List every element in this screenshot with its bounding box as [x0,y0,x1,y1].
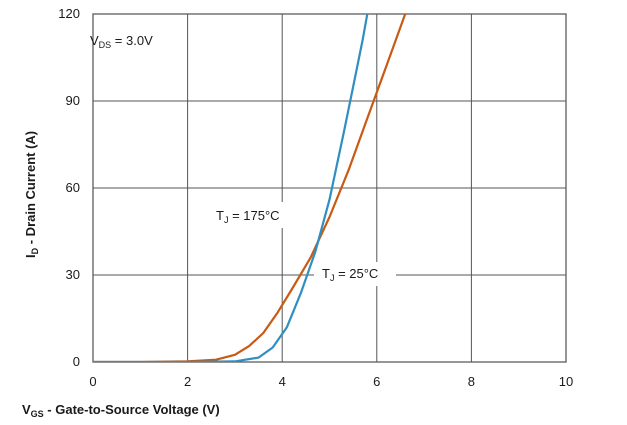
x-tick-label: 10 [559,374,573,389]
svg-text:TJ = 25°C: TJ = 25°C [322,266,378,283]
x-tick-label: 2 [184,374,191,389]
y-tick-label: 30 [66,267,80,282]
y-tick-label: 0 [73,354,80,369]
x-tick-label: 6 [373,374,380,389]
vds-annotation: VDS = 3.0V [90,33,153,50]
y-tick-label: 90 [66,93,80,108]
y-axis-title: ID - Drain Current (A) [23,131,40,258]
x-tick-label: 0 [89,374,96,389]
svg-text:TJ = 175°C: TJ = 175°C [216,208,280,225]
x-tick-label: 8 [468,374,475,389]
series-line-25c [93,14,369,362]
x-axis-title: VGS - Gate-to-Source Voltage (V) [22,402,220,419]
tj-175-annotation: TJ = 175°C [208,202,298,228]
y-tick-labels: 0 30 60 90 120 [58,6,80,369]
x-tick-labels: 0 2 4 6 8 10 [89,374,573,389]
y-tick-label: 120 [58,6,80,21]
y-tick-label: 60 [66,180,80,195]
grid-lines [92,13,567,363]
series-layer [93,14,407,362]
tj-25-annotation: TJ = 25°C [314,262,396,286]
x-tick-label: 4 [279,374,286,389]
